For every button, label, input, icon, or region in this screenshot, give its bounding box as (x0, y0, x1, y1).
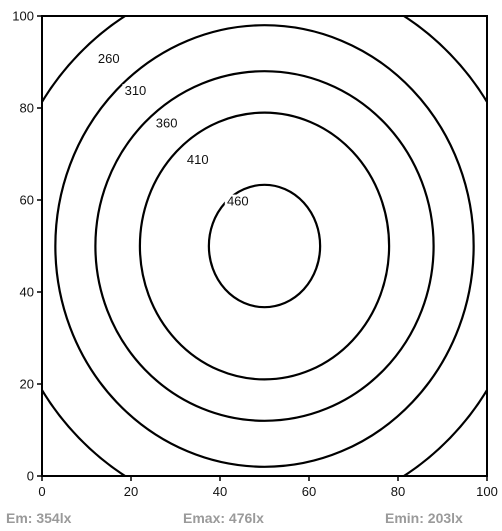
max-illuminance-stat: Emax: 476lx (183, 510, 264, 526)
contour-label-background (153, 116, 180, 131)
contour-label-360: 360 (156, 115, 178, 130)
x-tick-label: 40 (213, 484, 227, 499)
x-tick-label: 100 (476, 484, 498, 499)
contour-label-background (224, 194, 251, 209)
contour-label-background (122, 84, 149, 99)
x-tick-label: 80 (391, 484, 405, 499)
y-tick-label: 60 (20, 193, 34, 208)
contour-line-260 (42, 16, 487, 476)
axis-ticks: 0 20 40 60 80 100 0 20 40 60 80 100 (12, 9, 498, 500)
y-tick-label: 80 (20, 101, 34, 116)
x-tick-label: 20 (124, 484, 138, 499)
x-tick-label: 0 (38, 484, 45, 499)
contour-line-460 (207, 183, 322, 309)
contour-label-background (95, 52, 122, 66)
contour-line-310 (54, 24, 475, 468)
contour-line-410 (138, 111, 391, 381)
min-illuminance-stat: Emin: 203lx (385, 510, 463, 526)
plot-frame (41, 15, 488, 477)
contour-label-410: 410 (187, 152, 209, 167)
contour-line-360 (94, 70, 435, 422)
contour-label-310: 310 (125, 83, 147, 98)
contour-label-background (184, 153, 211, 168)
contour-label-260: 260 (98, 51, 120, 66)
contour-lines (42, 16, 487, 476)
y-tick-label: 20 (20, 377, 34, 392)
contour-level-labels: 460 410 360 310 260 (95, 51, 251, 209)
y-tick-label: 100 (12, 9, 34, 24)
y-tick-label: 0 (27, 469, 34, 484)
x-tick-label: 60 (302, 484, 316, 499)
contour-label-460: 460 (227, 194, 249, 209)
y-tick-label: 40 (20, 285, 34, 300)
average-illuminance-stat: Em: 354lx (6, 510, 72, 526)
